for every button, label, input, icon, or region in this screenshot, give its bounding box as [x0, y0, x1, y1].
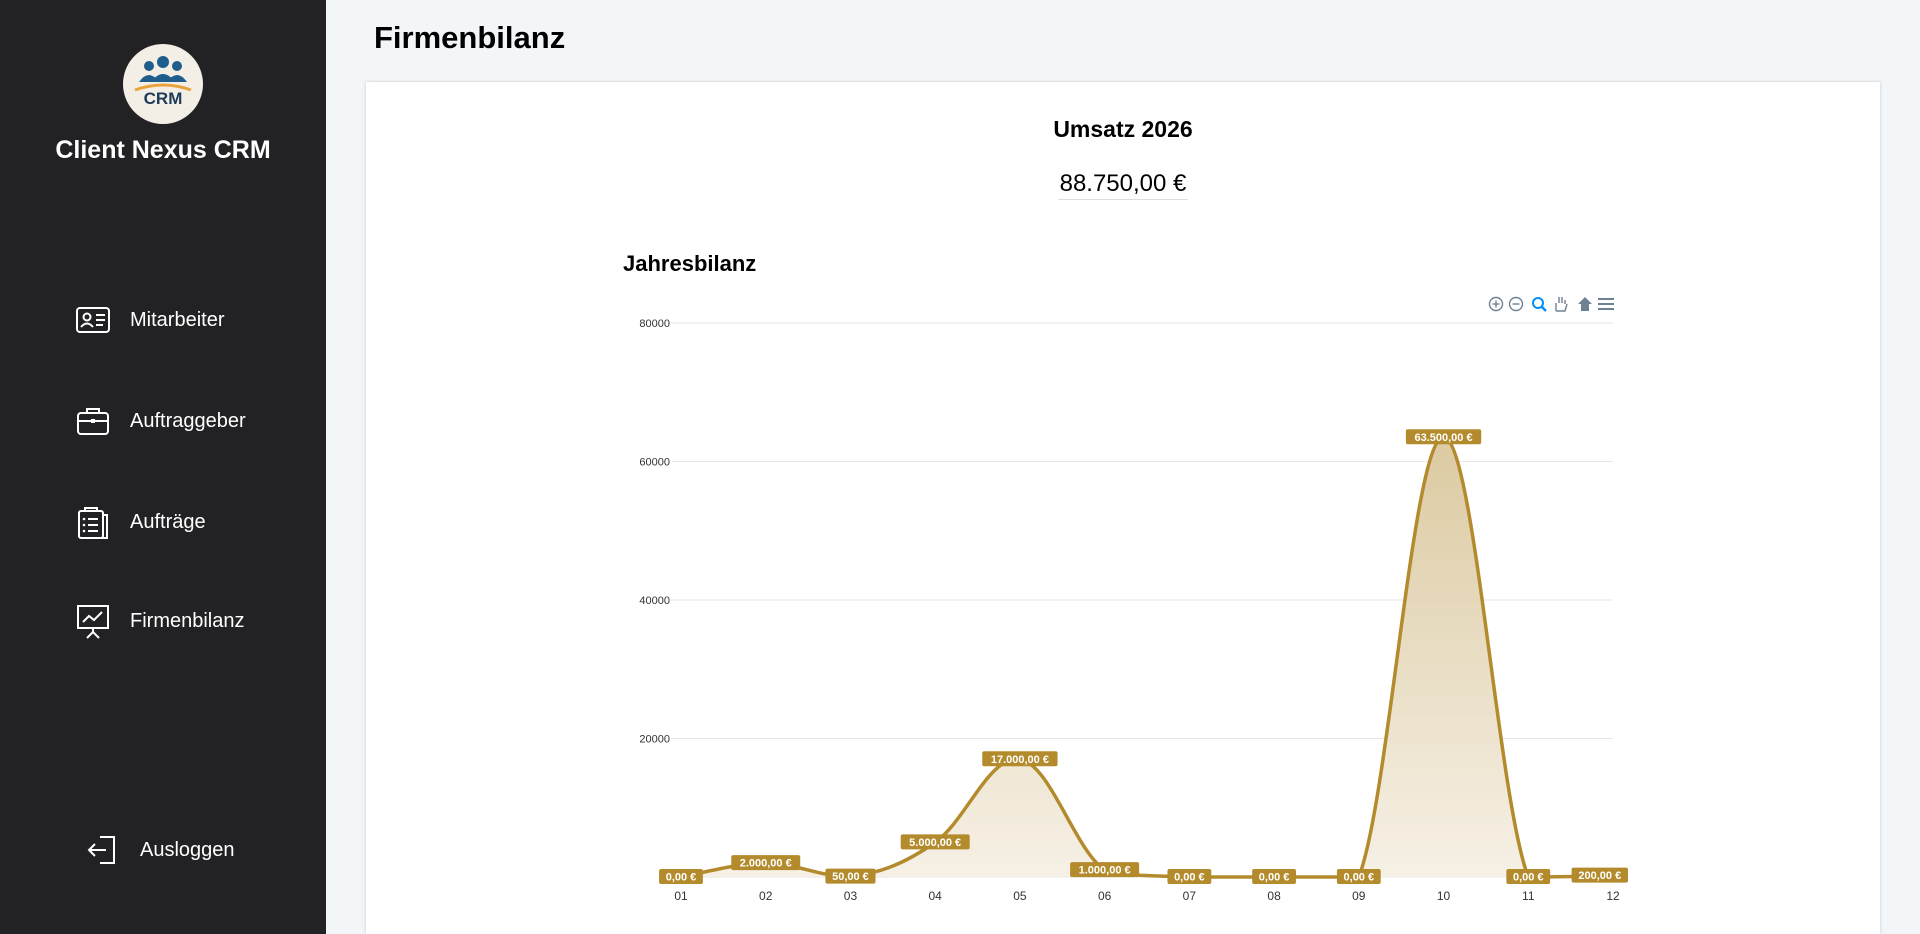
x-tick-label: 01 [674, 889, 688, 903]
data-label: 5.000,00 € [900, 834, 970, 850]
data-label: 0,00 € [1506, 869, 1551, 884]
clipboard-list-icon [78, 507, 108, 539]
menu-icon[interactable] [1598, 298, 1614, 310]
x-tick-label: 10 [1437, 889, 1451, 903]
svg-text:17.000,00 €: 17.000,00 € [991, 754, 1049, 766]
x-tick-label: 07 [1183, 889, 1197, 903]
data-label: 0,00 € [1336, 869, 1381, 884]
svg-text:200,00 €: 200,00 € [1578, 870, 1621, 882]
svg-text:2.000,00 €: 2.000,00 € [740, 858, 792, 870]
sidebar-item-firmenbilanz[interactable]: Firmenbilanz [74, 601, 244, 641]
briefcase-icon [77, 408, 109, 435]
y-tick-label: 40000 [639, 595, 670, 607]
sidebar: CRM Client Nexus CRM Mitarbeiter Auftrag… [0, 0, 326, 934]
logout-label: Ausloggen [140, 838, 235, 861]
svg-text:1.000,00 €: 1.000,00 € [1079, 865, 1131, 877]
y-tick-label: 20000 [639, 734, 670, 746]
x-tick-label: 12 [1606, 889, 1620, 903]
data-label: 200,00 € [1571, 867, 1628, 883]
svg-text:50,00 €: 50,00 € [832, 871, 869, 883]
y-axis: 20000 40000 60000 80000 [639, 318, 670, 746]
logo-text: CRM [144, 89, 183, 108]
crm-logo: CRM [123, 44, 203, 124]
series-area [681, 437, 1613, 877]
x-tick-label: 06 [1098, 889, 1112, 903]
pan-icon[interactable] [1555, 297, 1568, 312]
x-tick-label: 05 [1013, 889, 1027, 903]
sidebar-item-label: Auftraggeber [130, 409, 246, 432]
chart-toolbar [1488, 296, 1614, 312]
zoom-out-icon[interactable] [1508, 296, 1524, 312]
y-tick-label: 60000 [639, 457, 670, 469]
x-axis: 01 02 03 04 05 06 07 08 09 10 11 12 [674, 889, 1620, 903]
people-group-icon: CRM [134, 56, 192, 108]
svg-text:5.000,00 €: 5.000,00 € [909, 837, 961, 849]
reset-home-icon[interactable] [1578, 297, 1592, 311]
svg-text:0,00 €: 0,00 € [666, 872, 697, 884]
data-label: 0,00 € [659, 869, 703, 884]
data-label: 63.500,00 € [1405, 429, 1482, 445]
svg-text:0,00 €: 0,00 € [1344, 872, 1375, 884]
data-label: 17.000,00 € [982, 751, 1058, 767]
page-title: Firmenbilanz [374, 20, 566, 55]
selection-zoom-icon[interactable] [1532, 297, 1547, 312]
revenue-title: Umsatz 2026 [1053, 116, 1193, 142]
svg-text:0,00 €: 0,00 € [1513, 872, 1544, 884]
presentation-chart-icon [77, 605, 109, 639]
data-labels: 0,00 € 2.000,00 € 50,00 € 5.000,00 € 17.000,… [659, 429, 1628, 884]
jahresbilanz-chart: Jahresbilanz 20000 40000 60000 80000 01 02 03… [623, 251, 1628, 903]
sidebar-item-label: Firmenbilanz [130, 609, 245, 632]
sidebar-item-label: Aufträge [130, 510, 206, 533]
svg-text:0,00 €: 0,00 € [1259, 872, 1290, 884]
logout-icon [87, 836, 115, 864]
data-label: 0,00 € [1167, 869, 1212, 884]
logout-button[interactable]: Ausloggen [84, 830, 235, 870]
x-tick-label: 03 [844, 889, 858, 903]
zoom-in-icon[interactable] [1488, 296, 1504, 312]
data-label: 1.000,00 € [1070, 862, 1140, 878]
balance-card: Umsatz 2026 88.750,00 € Jahresbilanz 200… [366, 82, 1880, 934]
sidebar-item-label: Mitarbeiter [130, 308, 225, 331]
sidebar-item-auftraggeber[interactable]: Auftraggeber [74, 401, 246, 441]
x-tick-label: 09 [1352, 889, 1366, 903]
x-tick-label: 08 [1267, 889, 1281, 903]
svg-text:0,00 €: 0,00 € [1174, 872, 1205, 884]
x-tick-label: 02 [759, 889, 773, 903]
chart-title: Jahresbilanz [623, 251, 756, 276]
x-tick-label: 11 [1522, 889, 1535, 903]
app-title: Client Nexus CRM [55, 136, 271, 164]
data-label: 2.000,00 € [731, 855, 801, 871]
data-label: 50,00 € [825, 868, 876, 884]
svg-text:63.500,00 €: 63.500,00 € [1414, 432, 1472, 444]
id-card-icon [76, 307, 110, 333]
sidebar-item-auftraege[interactable]: Aufträge [74, 502, 206, 542]
sidebar-item-mitarbeiter[interactable]: Mitarbeiter [74, 300, 224, 340]
x-tick-label: 04 [929, 889, 943, 903]
data-label: 0,00 € [1252, 869, 1296, 884]
revenue-value: 88.750,00 € [1057, 170, 1189, 200]
y-tick-label: 80000 [639, 318, 670, 330]
